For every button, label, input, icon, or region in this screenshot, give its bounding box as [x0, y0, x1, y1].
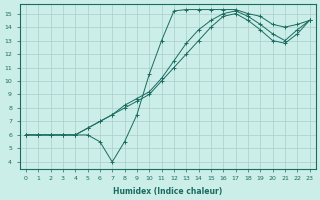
X-axis label: Humidex (Indice chaleur): Humidex (Indice chaleur)	[113, 187, 222, 196]
